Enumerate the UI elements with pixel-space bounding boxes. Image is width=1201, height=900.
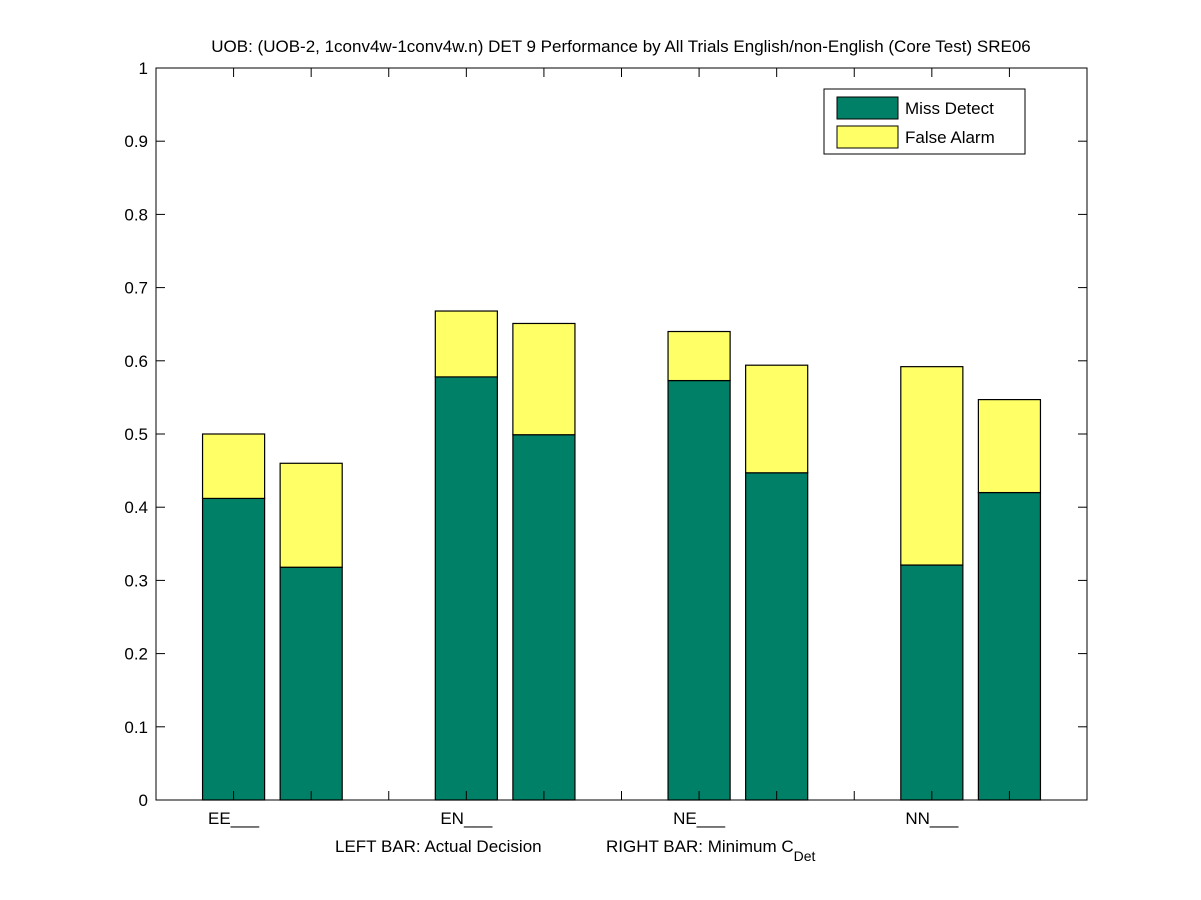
y-tick-label: 0.9: [124, 132, 148, 151]
bar-false-alarm-6: [900, 366, 964, 566]
chart-title: UOB: (UOB-2, 1conv4w-1conv4w.n) DET 9 Pe…: [211, 37, 1031, 56]
legend-label-miss-detect: Miss Detect: [905, 99, 994, 118]
x-label-left: LEFT BAR: Actual Decision: [335, 837, 542, 856]
y-tick-label: 0.3: [124, 571, 148, 590]
y-tick-label: 0.6: [124, 352, 148, 371]
bar-miss-detect-6: [900, 564, 964, 801]
bar-miss-detect-5: [745, 472, 809, 801]
bar-false-alarm-3: [512, 322, 576, 436]
y-tick-label: 0.1: [124, 718, 148, 737]
y-tick-label: 0: [139, 791, 148, 810]
bar-false-alarm-7: [977, 398, 1042, 494]
y-tick-labels: 0 0.1 0.2 0.3 0.4 0.5 0.6 0.7 0.8 0.9 1: [124, 59, 148, 810]
y-tick-label: 0.5: [124, 425, 148, 444]
bar-miss-detect-7: [977, 491, 1042, 801]
y-tick-label: 0.4: [124, 498, 148, 517]
legend-swatch-miss-detect: [836, 96, 899, 120]
x-tick-label: EN___: [440, 809, 493, 828]
x-tick-label: NE___: [673, 809, 726, 828]
ticks-layer: [156, 67, 1087, 801]
x-tick-label: EE___: [208, 809, 260, 828]
bar-false-alarm-0: [201, 433, 266, 500]
y-tick-label: 0.7: [124, 279, 148, 298]
y-tick-label: 0.2: [124, 645, 148, 664]
x-tick-label: NN___: [905, 809, 958, 828]
y-tick-label: 0.8: [124, 205, 148, 224]
bar-miss-detect-4: [667, 379, 731, 801]
bar-miss-detect-2: [434, 376, 498, 801]
legend: Miss Detect False Alarm: [823, 88, 1026, 155]
x-tick-labels: EE___ EN___ NE___ NN___: [208, 809, 959, 828]
bar-miss-detect-3: [512, 434, 576, 801]
bars-layer: [201, 310, 1042, 801]
bar-false-alarm-2: [434, 310, 498, 378]
bar-false-alarm-5: [745, 364, 809, 474]
bar-miss-detect-0: [201, 497, 266, 801]
y-tick-label: 1: [139, 59, 148, 78]
bar-false-alarm-1: [279, 462, 343, 568]
x-label-right-main: RIGHT BAR: Minimum C: [606, 837, 794, 856]
legend-label-false-alarm: False Alarm: [905, 128, 995, 147]
bar-miss-detect-1: [279, 566, 343, 801]
legend-swatch-false-alarm: [836, 125, 899, 149]
x-label-right: RIGHT BAR: Minimum CDet: [606, 837, 816, 864]
bar-false-alarm-4: [667, 330, 731, 382]
x-label-right-subscript: Det: [794, 848, 816, 864]
